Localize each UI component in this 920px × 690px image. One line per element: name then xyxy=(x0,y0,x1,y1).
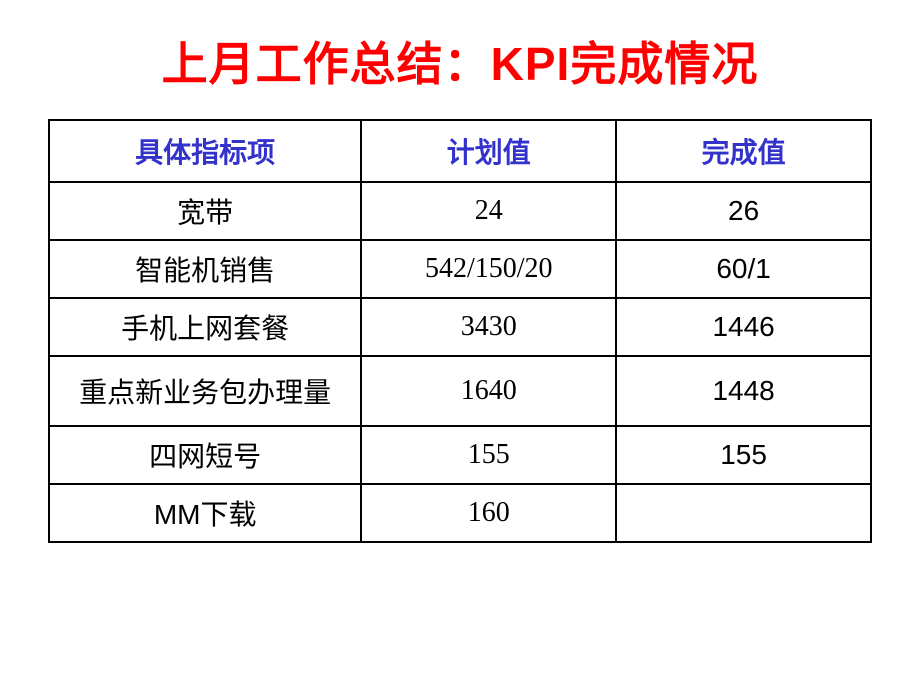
kpi-table-container: 具体指标项 计划值 完成值 宽带2426智能机销售542/150/2060/1手… xyxy=(48,119,872,543)
cell-plan: 1640 xyxy=(361,356,616,426)
cell-plan: 155 xyxy=(361,426,616,484)
cell-indicator: 四网短号 xyxy=(49,426,361,484)
cell-indicator: 手机上网套餐 xyxy=(49,298,361,356)
header-indicator: 具体指标项 xyxy=(49,120,361,182)
cell-plan: 542/150/20 xyxy=(361,240,616,298)
cell-plan: 160 xyxy=(361,484,616,542)
cell-actual: 60/1 xyxy=(616,240,871,298)
kpi-table: 具体指标项 计划值 完成值 宽带2426智能机销售542/150/2060/1手… xyxy=(48,119,872,543)
cell-actual: 155 xyxy=(616,426,871,484)
header-actual: 完成值 xyxy=(616,120,871,182)
table-body: 宽带2426智能机销售542/150/2060/1手机上网套餐34301446重… xyxy=(49,182,871,542)
cell-actual xyxy=(616,484,871,542)
cell-plan: 24 xyxy=(361,182,616,240)
table-row: 宽带2426 xyxy=(49,182,871,240)
table-row: 手机上网套餐34301446 xyxy=(49,298,871,356)
table-header-row: 具体指标项 计划值 完成值 xyxy=(49,120,871,182)
header-plan: 计划值 xyxy=(361,120,616,182)
table-row: 重点新业务包办理量16401448 xyxy=(49,356,871,426)
cell-actual: 26 xyxy=(616,182,871,240)
table-row: 智能机销售542/150/2060/1 xyxy=(49,240,871,298)
cell-indicator: MM下载 xyxy=(49,484,361,542)
cell-indicator: 宽带 xyxy=(49,182,361,240)
cell-indicator: 智能机销售 xyxy=(49,240,361,298)
cell-plan: 3430 xyxy=(361,298,616,356)
page-title: 上月工作总结：KPI完成情况 xyxy=(0,0,920,119)
cell-actual: 1448 xyxy=(616,356,871,426)
cell-indicator: 重点新业务包办理量 xyxy=(49,356,361,426)
table-row: MM下载160 xyxy=(49,484,871,542)
table-row: 四网短号155155 xyxy=(49,426,871,484)
cell-actual: 1446 xyxy=(616,298,871,356)
